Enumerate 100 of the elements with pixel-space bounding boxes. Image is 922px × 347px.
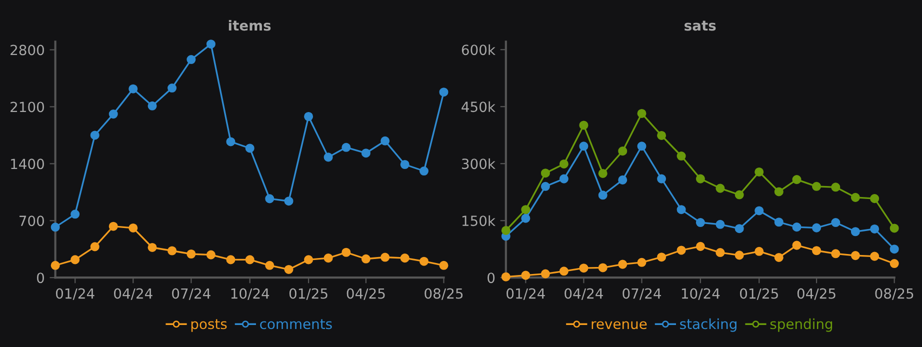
point <box>226 137 236 146</box>
point <box>186 55 196 64</box>
point <box>342 248 351 257</box>
legend-label: comments <box>260 319 332 330</box>
point <box>245 144 254 153</box>
point <box>598 263 608 272</box>
legend-label: spending <box>770 318 832 332</box>
point <box>637 142 646 151</box>
x-tick-label: 08/25 <box>424 288 463 300</box>
point <box>618 260 628 269</box>
x-tick-label: 04/24 <box>114 288 152 300</box>
point <box>168 246 177 256</box>
point <box>598 190 608 200</box>
point <box>521 270 530 280</box>
point <box>419 166 428 176</box>
point <box>380 136 390 146</box>
point <box>696 242 705 251</box>
point <box>400 160 410 170</box>
point <box>734 250 744 260</box>
point <box>734 224 744 234</box>
point <box>206 40 216 49</box>
point <box>792 240 802 250</box>
point <box>284 264 294 274</box>
legend-label: posts <box>191 319 227 332</box>
point <box>226 255 236 264</box>
point <box>245 255 254 264</box>
point <box>734 190 744 200</box>
y-tick-label: 700 <box>20 216 44 226</box>
point <box>361 254 370 264</box>
y-tick-label: 450k <box>462 101 496 112</box>
point <box>380 252 390 262</box>
x-tick-label: 01/24 <box>56 288 94 300</box>
x-tick-label: 07/24 <box>622 288 661 300</box>
point <box>50 222 60 232</box>
point <box>774 187 784 196</box>
point <box>831 182 840 192</box>
y-tick-label: 300k <box>462 158 496 170</box>
point <box>812 246 822 256</box>
point <box>304 112 314 122</box>
legend-label: revenue <box>592 321 647 330</box>
y-tick-label: 600k <box>462 44 496 56</box>
point <box>618 146 628 156</box>
point <box>579 120 588 130</box>
point <box>90 130 100 140</box>
point <box>676 205 686 214</box>
point <box>716 220 725 229</box>
x-tick-label: 10/24 <box>231 288 270 300</box>
point <box>657 130 666 140</box>
point <box>540 168 550 178</box>
point <box>812 223 822 232</box>
x-tick-label: 01/24 <box>506 288 545 300</box>
point <box>265 260 274 270</box>
point <box>696 218 705 228</box>
chart-title: sats <box>684 20 716 31</box>
point <box>439 88 448 97</box>
y-tick-label: 0 <box>488 272 495 284</box>
point <box>676 246 686 255</box>
point <box>850 192 860 202</box>
point <box>890 224 899 233</box>
point <box>148 242 157 252</box>
point <box>521 214 530 223</box>
x-tick-label: 04/25 <box>346 288 385 300</box>
point <box>774 252 784 262</box>
point <box>870 224 880 234</box>
point <box>657 174 666 184</box>
point <box>890 244 899 254</box>
point <box>186 249 196 259</box>
point <box>361 148 370 158</box>
point <box>579 264 588 273</box>
y-tick-label: 2100 <box>10 102 44 112</box>
x-tick-label: 10/24 <box>682 288 720 300</box>
point <box>559 159 568 169</box>
point <box>870 252 880 261</box>
y-tick-label: 150k <box>462 215 496 226</box>
point <box>400 254 410 263</box>
point <box>812 182 822 191</box>
point <box>696 174 705 184</box>
point <box>108 222 118 231</box>
point <box>206 250 216 260</box>
y-tick-label: 2800 <box>10 44 44 56</box>
point <box>70 210 80 219</box>
x-tick-label: 08/25 <box>875 288 914 300</box>
point <box>540 269 550 278</box>
point <box>324 152 333 162</box>
x-tick-label: 01/25 <box>289 288 328 300</box>
point <box>831 249 840 258</box>
point <box>324 254 333 263</box>
point <box>831 218 840 228</box>
y-tick-label: 0 <box>36 272 44 284</box>
point <box>128 223 138 232</box>
point <box>148 101 157 110</box>
point <box>754 167 764 176</box>
point <box>540 182 550 191</box>
point <box>50 260 60 270</box>
legend-label: stacking <box>680 318 736 332</box>
x-tick-label: 07/24 <box>172 288 210 300</box>
point <box>754 246 764 256</box>
point <box>754 206 764 216</box>
point <box>637 108 646 118</box>
point <box>90 242 100 252</box>
